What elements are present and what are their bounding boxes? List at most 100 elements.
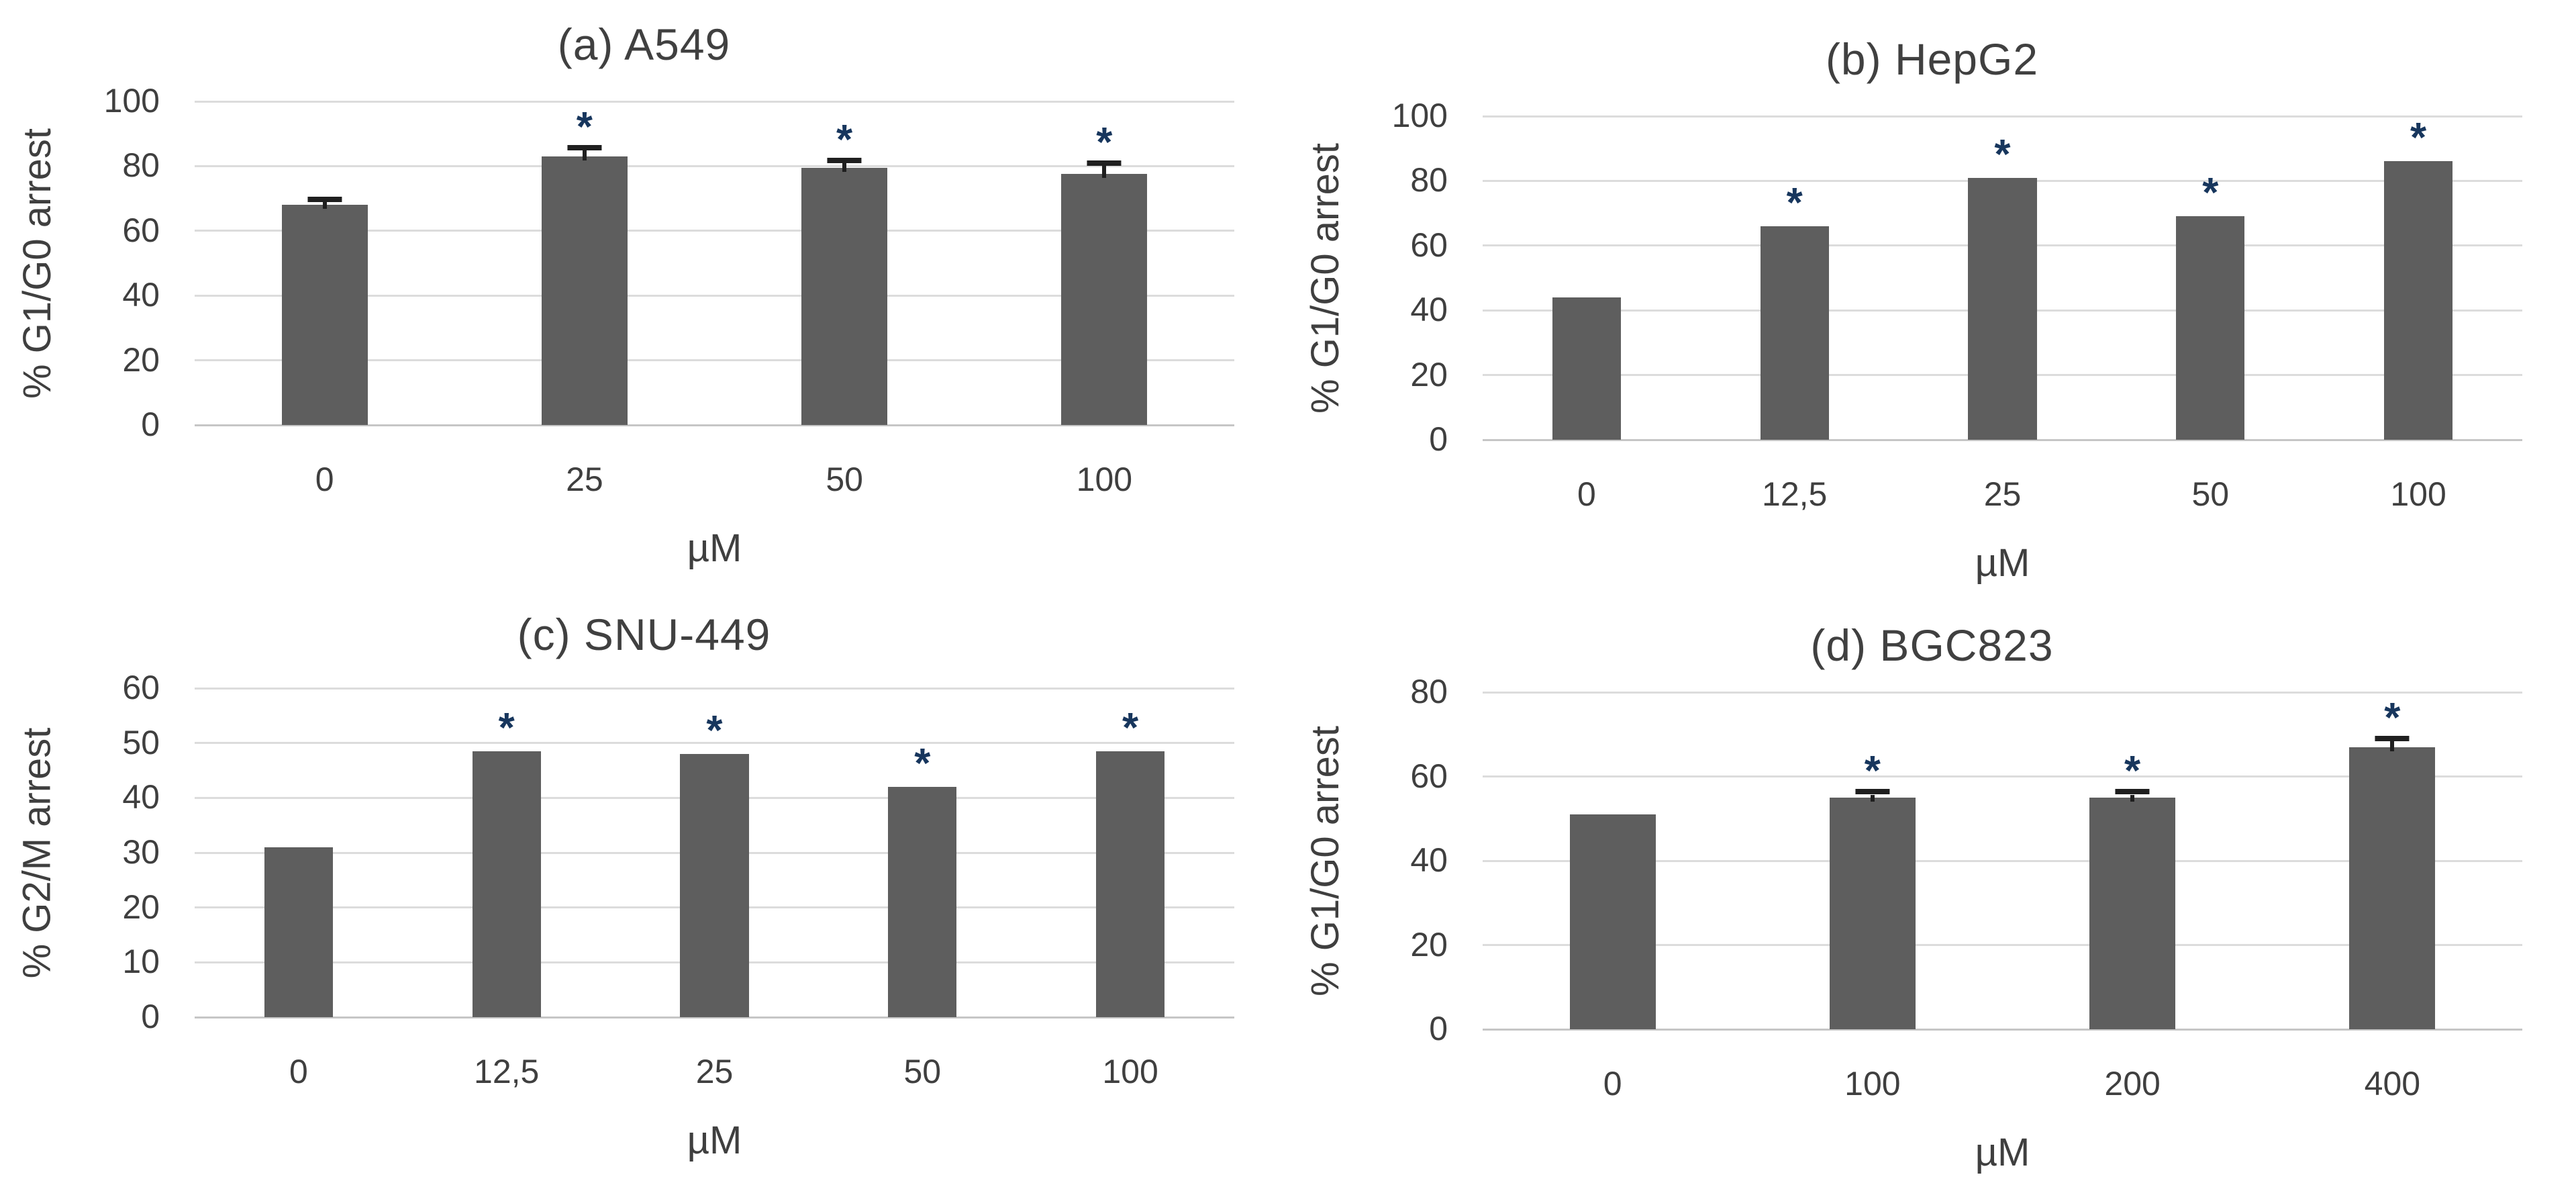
chart-title-c: (c) SNU-449	[517, 610, 771, 659]
x-tick-label: 400	[2364, 1065, 2421, 1102]
y-tick-label: 40	[122, 276, 160, 314]
y-tick-label: 40	[1410, 841, 1448, 879]
y-tick-label: 80	[1410, 161, 1448, 199]
bar-d-200	[2089, 797, 2175, 1029]
error-bar-stem	[1102, 165, 1107, 179]
plot-area-b: * * * *	[1483, 115, 2522, 441]
gridline	[195, 359, 1234, 362]
gridline	[195, 100, 1234, 103]
gridline	[1483, 115, 2522, 117]
y-tick-label: 40	[122, 778, 160, 816]
y-tick-label: 20	[122, 888, 160, 926]
y-axis-title-d: % G1/G0 arrest	[1288, 692, 1362, 1029]
bar-c-12,5	[472, 751, 541, 1017]
x-tick-label: 25	[566, 461, 603, 498]
y-axis-ticks-c: 0 10 20 30 40 50 60	[74, 669, 175, 1035]
chart-title-d: (d) BGC823	[1810, 620, 2054, 670]
chart-panel-c: (c) SNU-449 % G2/M arrest 0 10 20 30 40 50 60 * * *…	[0, 592, 1288, 1183]
gridline	[1483, 775, 2522, 777]
x-axis-line	[1483, 1028, 2522, 1031]
error-bar-stem	[2130, 794, 2135, 802]
error-bar-cap	[567, 145, 602, 151]
error-bar-cap	[1855, 789, 1890, 795]
significance-asterisk: *	[576, 104, 593, 151]
y-tick-label: 60	[122, 211, 160, 249]
x-tick-label: 25	[1983, 475, 2022, 513]
error-bar-cap	[2115, 789, 2150, 795]
gridline	[195, 164, 1234, 167]
error-bar-stem	[1870, 794, 1875, 802]
error-bar-cap	[1087, 160, 1122, 166]
chart-area-b: % G1/G0 arrest 0 20 40 60 80 100 * * * * 0 12,5 25 50 1…	[1288, 97, 2576, 592]
y-tick-label: 60	[122, 668, 160, 706]
y-tick-label: 20	[122, 340, 160, 379]
gridline	[1483, 691, 2522, 694]
error-bar-stem	[582, 150, 587, 160]
x-axis-title-c: µM	[687, 1119, 742, 1162]
y-tick-label: 60	[1410, 757, 1448, 795]
gridline	[1483, 944, 2522, 946]
y-tick-label: 10	[122, 943, 160, 981]
y-axis-ticks-d: 0 20 40 60 80	[1362, 673, 1463, 1047]
bar-b-12,5	[1760, 226, 1829, 440]
y-tick-label: 20	[1410, 925, 1448, 963]
y-axis-title-text-a: % G1/G0 arrest	[15, 128, 59, 399]
error-bar-stem	[322, 202, 327, 209]
y-axis-title-a: % G1/G0 arrest	[0, 101, 74, 425]
significance-asterisk: *	[1786, 179, 1803, 226]
significance-asterisk: *	[2410, 115, 2427, 162]
y-tick-label: 100	[103, 81, 160, 120]
bar-a-100	[1061, 174, 1148, 425]
significance-asterisk: *	[2384, 694, 2401, 741]
y-axis-ticks-a: 0 20 40 60 80 100	[74, 82, 175, 443]
y-tick-label: 30	[122, 833, 160, 871]
plot-area-c: * * * *	[195, 687, 1234, 1019]
x-tick-label: 50	[826, 461, 863, 498]
x-axis-line	[1483, 438, 2522, 441]
chart-title-a: (a) A549	[557, 19, 731, 69]
x-axis-title-b: µM	[1975, 541, 2030, 585]
plot-area-d: * * *	[1483, 691, 2522, 1031]
chart-panel-b: (b) HepG2 % G1/G0 arrest 0 20 40 60 80 100 * * * * 0…	[1288, 0, 2576, 592]
gridline	[195, 742, 1234, 745]
chart-area-a: % G1/G0 arrest 0 20 40 60 80 100 * * * 0 25 50 100 µM	[0, 82, 1288, 583]
bar-d-100	[1829, 797, 1916, 1029]
bar-c-100	[1095, 751, 1165, 1017]
significance-asterisk: *	[2124, 748, 2141, 795]
significance-asterisk: *	[914, 741, 931, 787]
bar-b-50	[2176, 216, 2245, 440]
plot-area-a: * * *	[195, 100, 1234, 426]
x-tick-label: 100	[1844, 1065, 1901, 1102]
bar-a-50	[801, 167, 887, 425]
gridline	[195, 294, 1234, 297]
y-tick-label: 60	[1410, 226, 1448, 264]
y-axis-title-text-d: % G1/G0 arrest	[1303, 725, 1347, 996]
y-tick-label: 100	[1391, 96, 1448, 134]
x-tick-label: 50	[903, 1053, 942, 1090]
x-axis-line	[195, 1016, 1234, 1019]
significance-asterisk: *	[706, 708, 723, 754]
bar-c-50	[888, 787, 957, 1017]
y-axis-ticks-b: 0 20 40 60 80 100	[1362, 97, 1463, 458]
gridline	[1483, 859, 2522, 862]
error-bar-cap	[2375, 735, 2410, 741]
x-tick-label: 0	[315, 461, 334, 498]
y-axis-title-text-c: % G2/M arrest	[15, 727, 59, 978]
x-axis-title-d: µM	[1975, 1131, 2030, 1174]
chart-title-b: (b) HepG2	[1825, 34, 2039, 84]
significance-asterisk: *	[836, 116, 853, 163]
bar-a-25	[541, 156, 628, 425]
x-axis-line	[195, 424, 1234, 426]
y-tick-label: 80	[1410, 672, 1448, 710]
bar-d-400	[2349, 747, 2436, 1029]
chart-panel-a: (a) A549 % G1/G0 arrest 0 20 40 60 80 100 * * * 0 25…	[0, 0, 1288, 592]
chart-area-c: % G2/M arrest 0 10 20 30 40 50 60 * * * * 0 12,5 25 50 1…	[0, 669, 1288, 1175]
y-tick-label: 0	[1429, 420, 1448, 458]
chart-area-d: % G1/G0 arrest 0 20 40 60 80 * * * 0 100 200 400 µM	[1288, 673, 2576, 1183]
x-tick-label: 0	[289, 1053, 308, 1090]
gridline	[195, 687, 1234, 690]
x-tick-label: 0	[1603, 1065, 1622, 1102]
significance-asterisk: *	[498, 704, 515, 751]
significance-asterisk: *	[2202, 170, 2219, 217]
